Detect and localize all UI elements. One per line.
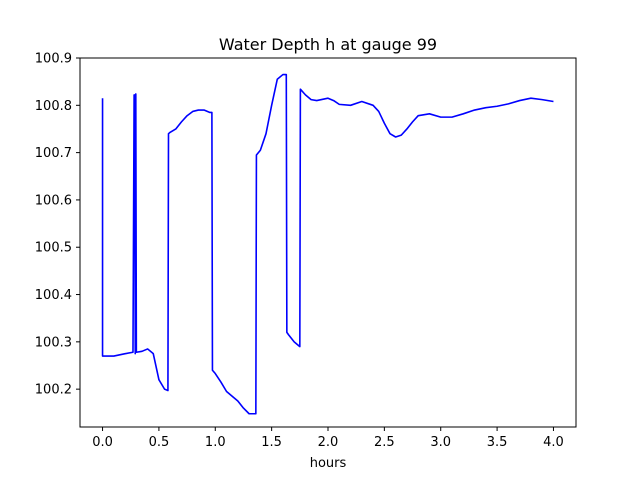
y-tick-label: 100.4: [35, 288, 72, 303]
series-line-0: [101, 73, 554, 415]
x-tick-label: 4.0: [543, 435, 564, 450]
x-tick-label: 0.0: [92, 435, 113, 450]
axis-ticks: 0.0 0.5 1.0 1.5 2.0 2.5 3.0 3.5 4.0 100.2 100.3 100…: [35, 52, 564, 451]
y-tick-label: 100.6: [35, 193, 72, 208]
x-tick-label: 3.5: [487, 435, 508, 450]
x-tick-label: 1.5: [261, 435, 282, 450]
y-tick-label: 100.5: [35, 241, 72, 256]
x-axis-label: hours: [310, 456, 347, 471]
x-tick-label: 2.0: [318, 435, 339, 450]
y-tick-label: 100.7: [35, 146, 72, 161]
x-tick-label: 1.0: [205, 435, 226, 450]
y-tick-label: 100.2: [35, 383, 72, 398]
plot-area: [101, 73, 554, 415]
chart-title: Water Depth h at gauge 99: [219, 35, 437, 54]
x-tick-label: 0.5: [149, 435, 170, 450]
y-tick-label: 100.3: [35, 335, 72, 350]
x-tick-label: 2.5: [374, 435, 395, 450]
y-tick-label: 100.9: [35, 52, 72, 67]
x-tick-label: 3.0: [430, 435, 451, 450]
plot-frame: [79, 57, 577, 428]
y-tick-label: 100.8: [35, 99, 72, 114]
